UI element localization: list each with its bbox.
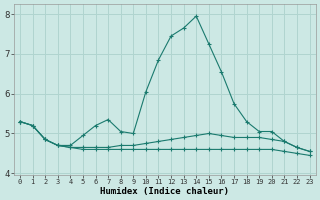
X-axis label: Humidex (Indice chaleur): Humidex (Indice chaleur) — [100, 187, 229, 196]
